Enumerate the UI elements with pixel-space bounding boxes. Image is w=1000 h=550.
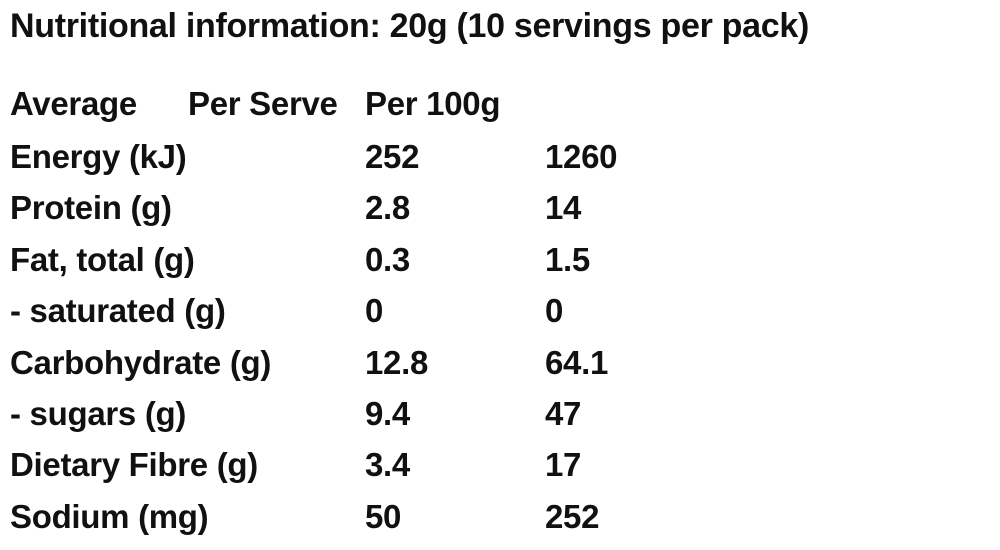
cell-value: 12.8 — [365, 343, 429, 381]
cell-value: 64.1 — [545, 343, 609, 381]
cell-value: 17 — [545, 446, 582, 484]
cell-value: 0 — [365, 292, 384, 330]
row-label: Fat, total (g) — [10, 240, 195, 278]
row-label: Energy (kJ) — [10, 138, 187, 175]
row-label: - sugars (g) — [10, 395, 187, 432]
cell-value: 252 — [545, 497, 600, 535]
row-label: Dietary Fibre (g) — [10, 446, 258, 484]
cell-value: 9.4 — [365, 395, 410, 432]
cell-value: 0 — [545, 292, 564, 330]
cell-value: 1.5 — [545, 240, 590, 278]
cell-value: 2.8 — [365, 189, 410, 227]
cell-value: 14 — [545, 189, 582, 227]
column-header: Per Serve — [188, 85, 338, 122]
title: Nutritional information: 20g (10 serving… — [10, 7, 809, 45]
cell-value: 1260 — [545, 138, 618, 175]
column-header: Per 100g — [365, 85, 501, 122]
row-label: - saturated (g) — [10, 292, 226, 330]
cell-value: 0.3 — [365, 240, 410, 278]
cell-value: 47 — [545, 395, 582, 432]
cell-value: 252 — [365, 138, 420, 175]
row-label: Carbohydrate (g) — [10, 343, 272, 381]
row-label: Sodium (mg) — [10, 497, 209, 535]
cell-value: 3.4 — [365, 446, 410, 484]
cell-value: 50 — [365, 497, 402, 535]
column-header: Average — [10, 85, 137, 122]
row-label: Protein (g) — [10, 189, 172, 227]
